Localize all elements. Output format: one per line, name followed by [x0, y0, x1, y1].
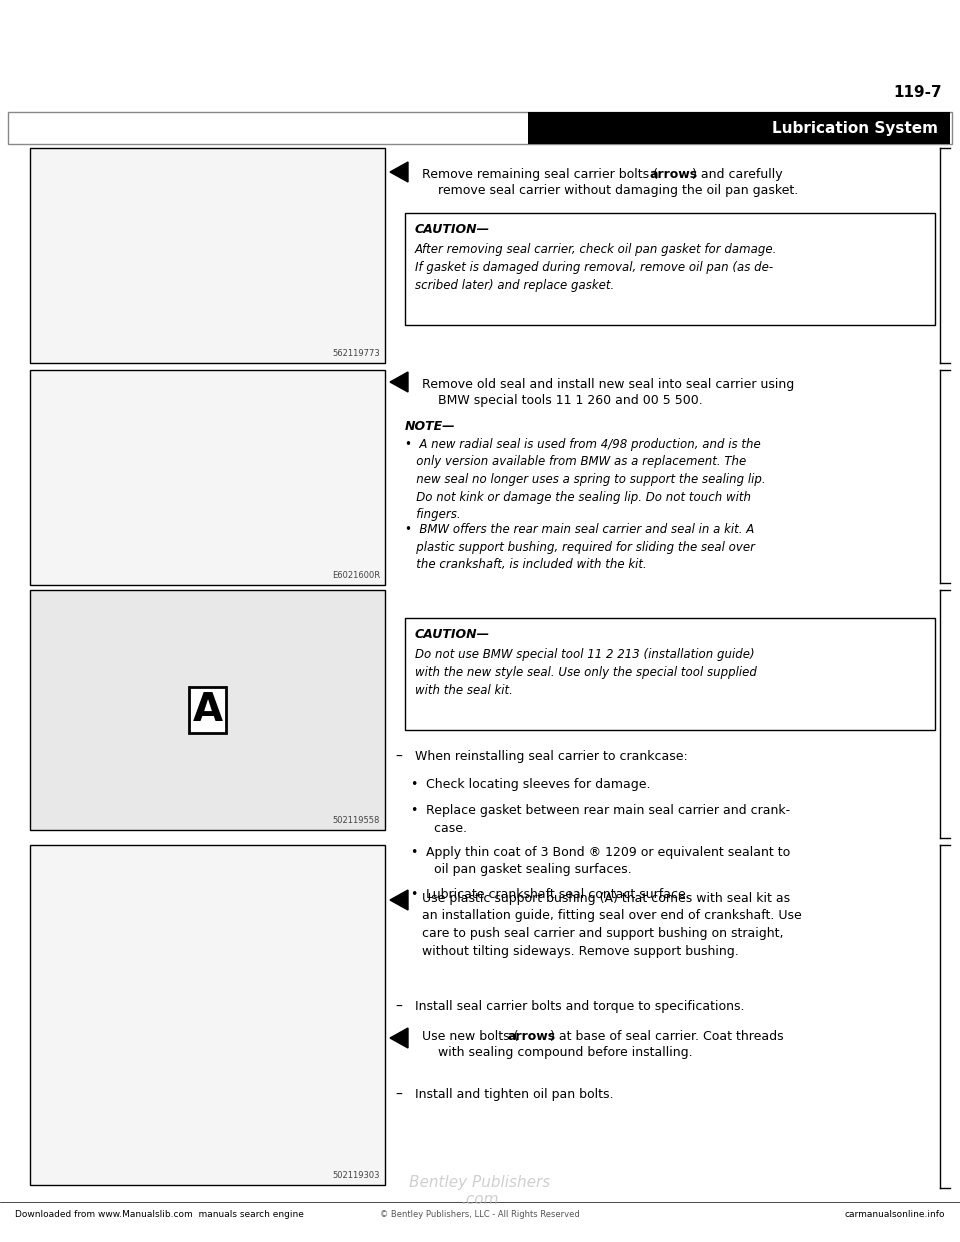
Text: Check locating sleeves for damage.: Check locating sleeves for damage.: [426, 777, 651, 791]
Text: •: •: [410, 777, 418, 791]
Text: Install seal carrier bolts and torque to specifications.: Install seal carrier bolts and torque to…: [415, 1000, 745, 1013]
Bar: [405, 212, 935, 325]
Polygon shape: [390, 373, 408, 392]
Text: remove seal carrier without damaging the oil pan gasket.: remove seal carrier without damaging the…: [438, 184, 799, 197]
Text: When reinstalling seal carrier to crankcase:: When reinstalling seal carrier to crankc…: [415, 750, 687, 763]
Text: After removing seal carrier, check oil pan gasket for damage.
If gasket is damag: After removing seal carrier, check oil p…: [415, 243, 778, 292]
Text: carmanualsonline.info: carmanualsonline.info: [845, 1210, 945, 1218]
Polygon shape: [390, 1028, 408, 1048]
Text: Use new bolts (: Use new bolts (: [422, 1030, 518, 1043]
Bar: [528, 112, 950, 144]
Text: CAUTION—: CAUTION—: [415, 628, 491, 641]
Text: Lubricate crankshaft seal contact surface.: Lubricate crankshaft seal contact surfac…: [426, 888, 689, 900]
Text: Apply thin coat of 3 Bond ® 1209 or equivalent sealant to
  oil pan gasket seali: Apply thin coat of 3 Bond ® 1209 or equi…: [426, 846, 790, 877]
Text: •: •: [410, 804, 418, 817]
Text: Replace gasket between rear main seal carrier and crank-
  case.: Replace gasket between rear main seal ca…: [426, 804, 790, 835]
Text: NOTE—: NOTE—: [405, 420, 456, 433]
Text: Remove remaining seal carrier bolts (: Remove remaining seal carrier bolts (: [422, 168, 658, 181]
Bar: [405, 619, 935, 730]
Bar: [30, 845, 385, 1185]
Text: 502119303: 502119303: [332, 1171, 380, 1180]
Text: ) and carefully: ) and carefully: [692, 168, 782, 181]
Text: © Bentley Publishers, LLC - All Rights Reserved: © Bentley Publishers, LLC - All Rights R…: [380, 1210, 580, 1218]
Text: Do not use BMW special tool 11 2 213 (installation guide)
with the new style sea: Do not use BMW special tool 11 2 213 (in…: [415, 648, 756, 697]
Text: Downloaded from www.Manualslib.com  manuals search engine: Downloaded from www.Manualslib.com manua…: [15, 1210, 304, 1218]
Bar: [30, 370, 385, 585]
Text: –: –: [395, 1088, 402, 1102]
Text: Bentley Publishers
.com: Bentley Publishers .com: [409, 1175, 551, 1207]
Text: –: –: [395, 1000, 402, 1013]
Text: –: –: [395, 750, 402, 764]
Text: E6021600R: E6021600R: [332, 571, 380, 580]
Text: Install and tighten oil pan bolts.: Install and tighten oil pan bolts.: [415, 1088, 613, 1100]
Text: CAUTION—: CAUTION—: [415, 224, 491, 236]
Text: 502119558: 502119558: [332, 816, 380, 825]
Bar: [8, 112, 952, 144]
Polygon shape: [390, 161, 408, 183]
Text: BMW special tools 11 1 260 and 00 5 500.: BMW special tools 11 1 260 and 00 5 500.: [438, 394, 703, 407]
Text: Remove old seal and install new seal into seal carrier using: Remove old seal and install new seal int…: [422, 378, 794, 391]
Text: A: A: [192, 691, 223, 729]
Text: Use plastic support bushing (A) that comes with seal kit as
an installation guid: Use plastic support bushing (A) that com…: [422, 892, 802, 958]
Bar: [30, 148, 385, 363]
Text: 119-7: 119-7: [894, 84, 942, 101]
Text: ) at base of seal carrier. Coat threads: ) at base of seal carrier. Coat threads: [550, 1030, 783, 1043]
Text: arrows: arrows: [650, 168, 698, 181]
Bar: [30, 590, 385, 830]
Text: •: •: [410, 888, 418, 900]
Text: •: •: [410, 846, 418, 859]
Text: 562119773: 562119773: [332, 349, 380, 358]
Text: Lubrication System: Lubrication System: [772, 120, 938, 135]
Text: with sealing compound before installing.: with sealing compound before installing.: [438, 1046, 692, 1059]
Polygon shape: [390, 891, 408, 910]
Text: •  A new radial seal is used from 4/98 production, and is the
   only version av: • A new radial seal is used from 4/98 pr…: [405, 438, 766, 520]
Text: arrows: arrows: [508, 1030, 556, 1043]
Text: •  BMW offers the rear main seal carrier and seal in a kit. A
   plastic support: • BMW offers the rear main seal carrier …: [405, 523, 755, 571]
